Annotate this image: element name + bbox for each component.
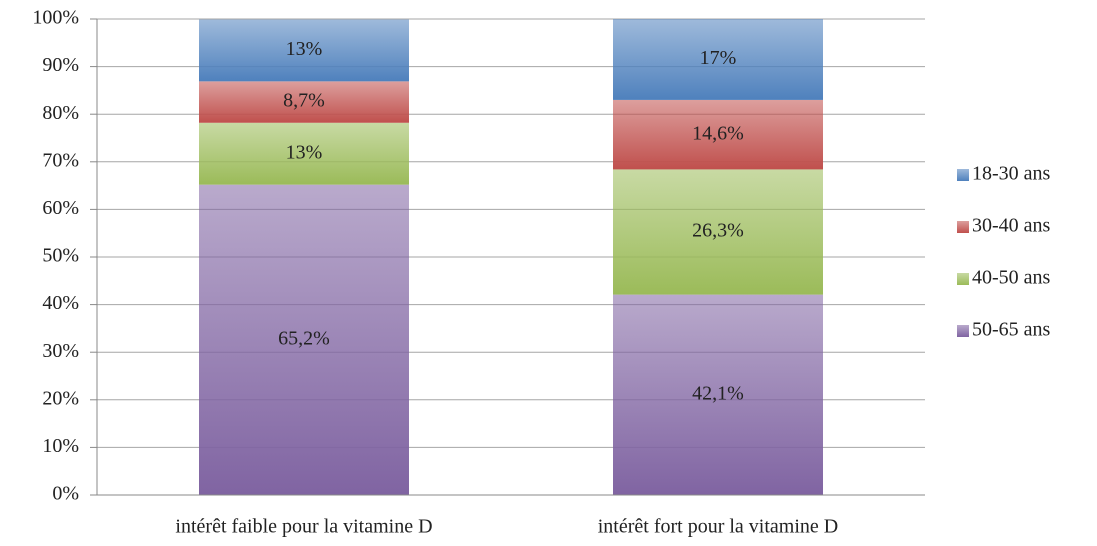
data-label: 17% (700, 47, 737, 69)
data-label: 42,1% (692, 382, 744, 404)
data-label: 8,7% (283, 90, 325, 112)
legend-label: 30-40 ans (972, 215, 1051, 237)
bar-segment (613, 169, 823, 295)
legend-label: 40-50 ans (972, 267, 1051, 289)
data-label: 26,3% (692, 220, 744, 242)
y-tick-label: 0% (52, 483, 79, 505)
y-tick-label: 100% (32, 7, 79, 29)
legend-label: 50-65 ans (972, 319, 1051, 341)
data-label: 65,2% (278, 327, 330, 349)
bar-segment (199, 19, 409, 82)
x-tick-label: intérêt faible pour la vitamine D (175, 516, 432, 538)
y-tick-label: 20% (42, 387, 79, 409)
bar-segment (199, 184, 409, 495)
data-label: 14,6% (692, 122, 744, 144)
bar-segment (199, 122, 409, 185)
y-tick-label: 50% (42, 245, 79, 267)
y-tick-label: 30% (42, 340, 79, 362)
legend-swatch (957, 221, 969, 233)
legend-swatch (957, 273, 969, 285)
legend-swatch (957, 325, 969, 337)
y-tick-label: 60% (42, 197, 79, 219)
legend-label: 18-30 ans (972, 163, 1051, 185)
bar-segment (613, 99, 823, 170)
bar-segment (199, 81, 409, 123)
x-tick-label: intérêt fort pour la vitamine D (598, 516, 838, 538)
y-tick-label: 90% (42, 54, 79, 76)
data-label: 13% (286, 38, 323, 60)
y-tick-label: 80% (42, 102, 79, 124)
legend-swatch (957, 169, 969, 181)
y-tick-label: 40% (42, 292, 79, 314)
data-label: 13% (286, 141, 323, 163)
bar-segment (613, 294, 823, 495)
y-tick-label: 10% (42, 435, 79, 457)
bar-segment (613, 19, 823, 100)
y-tick-label: 70% (42, 149, 79, 171)
